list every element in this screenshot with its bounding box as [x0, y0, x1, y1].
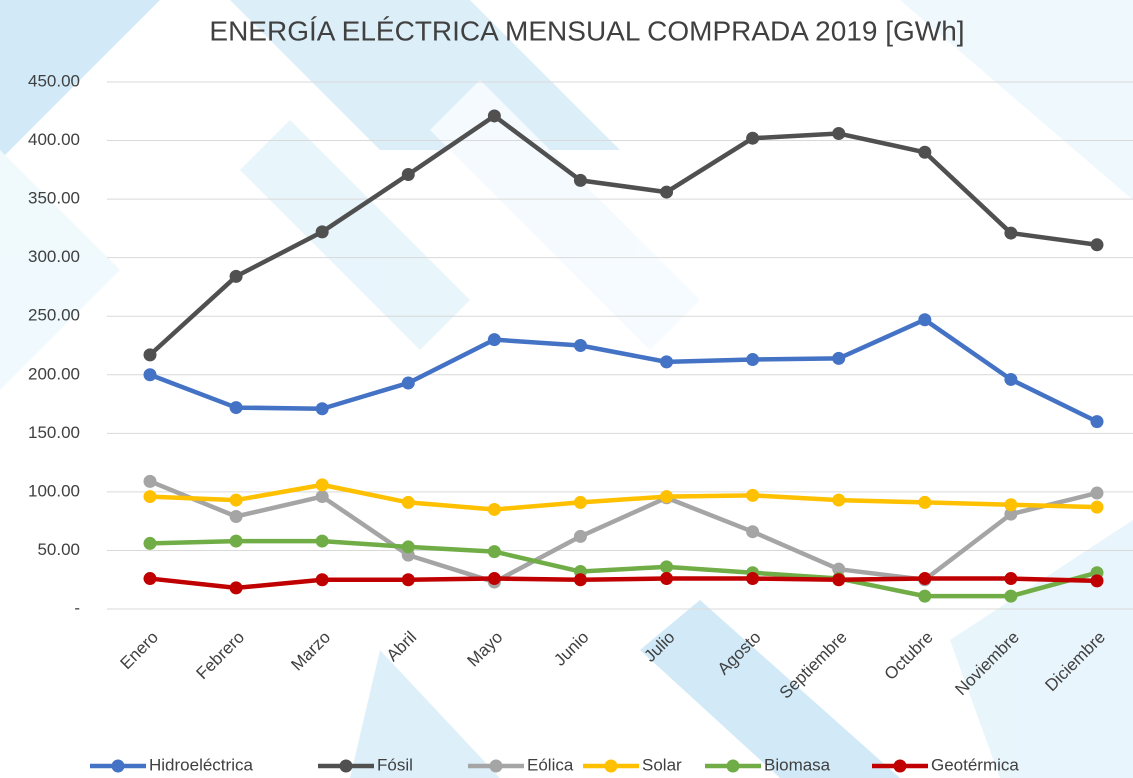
data-point: [230, 510, 243, 523]
data-point: [316, 225, 329, 238]
data-point: [488, 109, 501, 122]
data-point: [746, 353, 759, 366]
data-point: [660, 355, 673, 368]
series-line: [150, 541, 1097, 596]
chart: ENERGÍA ELÉCTRICA MENSUAL COMPRADA 2019 …: [0, 0, 1133, 778]
data-point: [230, 270, 243, 283]
data-point: [402, 573, 415, 586]
data-point: [746, 525, 759, 538]
data-point: [1091, 238, 1104, 251]
legend-label: Geotérmica: [931, 755, 1019, 774]
data-point: [230, 401, 243, 414]
x-tick-label: Octubre: [881, 628, 937, 684]
data-point: [574, 573, 587, 586]
data-point: [660, 572, 673, 585]
data-point: [574, 339, 587, 352]
y-tick-label: 350.00: [28, 189, 80, 208]
legend-marker: [112, 760, 125, 773]
data-point: [316, 535, 329, 548]
data-point: [832, 494, 845, 507]
x-tick-label: Mayo: [464, 628, 507, 671]
data-point: [402, 168, 415, 181]
legend-marker: [727, 760, 740, 773]
data-point: [918, 496, 931, 509]
legend-label: Fósil: [377, 755, 413, 774]
data-point: [230, 581, 243, 594]
x-tick-label: Septiembre: [776, 628, 851, 703]
data-point: [1004, 227, 1017, 240]
data-point: [1004, 590, 1017, 603]
data-point: [832, 127, 845, 140]
data-point: [1091, 501, 1104, 514]
legend-marker: [340, 760, 353, 773]
data-point: [574, 530, 587, 543]
x-tick-label: Febrero: [193, 628, 249, 684]
y-tick-label: 200.00: [28, 364, 80, 383]
data-point: [488, 503, 501, 516]
data-point: [144, 368, 157, 381]
data-point: [574, 496, 587, 509]
data-point: [402, 496, 415, 509]
data-point: [316, 478, 329, 491]
data-point: [1004, 373, 1017, 386]
data-point: [488, 572, 501, 585]
data-point: [316, 573, 329, 586]
data-point: [832, 352, 845, 365]
data-point: [918, 146, 931, 159]
data-point: [918, 572, 931, 585]
y-tick-label: 50.00: [37, 540, 80, 559]
data-point: [144, 475, 157, 488]
y-tick-label: 450.00: [28, 71, 80, 90]
data-point: [230, 494, 243, 507]
legend-label: Eólica: [527, 755, 574, 774]
data-point: [746, 572, 759, 585]
data-point: [144, 490, 157, 503]
y-tick-label: 150.00: [28, 423, 80, 442]
legend-label: Solar: [642, 755, 682, 774]
data-point: [746, 132, 759, 145]
data-point: [746, 489, 759, 502]
data-point: [1091, 487, 1104, 500]
chart-title: ENERGÍA ELÉCTRICA MENSUAL COMPRADA 2019 …: [209, 15, 964, 46]
data-point: [832, 573, 845, 586]
y-tick-label: -: [74, 598, 80, 617]
data-point: [144, 348, 157, 361]
x-tick-label: Enero: [116, 628, 162, 674]
data-point: [918, 590, 931, 603]
data-point: [488, 333, 501, 346]
legend-label: Biomasa: [764, 755, 831, 774]
y-tick-label: 250.00: [28, 306, 80, 325]
data-point: [230, 535, 243, 548]
data-point: [660, 560, 673, 573]
series-line: [150, 320, 1097, 422]
data-point: [918, 313, 931, 326]
legend-marker: [605, 760, 618, 773]
legend-marker: [894, 760, 907, 773]
data-point: [402, 540, 415, 553]
y-tick-label: 300.00: [28, 247, 80, 266]
legend-marker: [490, 760, 503, 773]
data-point: [144, 572, 157, 585]
data-point: [144, 537, 157, 550]
y-tick-label: 100.00: [28, 481, 80, 500]
data-point: [1091, 574, 1104, 587]
x-tick-label: Marzo: [287, 628, 334, 675]
legend-label: Hidroeléctrica: [149, 755, 253, 774]
data-point: [316, 402, 329, 415]
data-point: [316, 490, 329, 503]
data-point: [488, 545, 501, 558]
data-point: [660, 490, 673, 503]
data-point: [402, 376, 415, 389]
x-tick-label: Junio: [550, 628, 592, 670]
data-point: [1004, 498, 1017, 511]
data-point: [660, 186, 673, 199]
y-tick-label: 400.00: [28, 130, 80, 149]
data-point: [574, 174, 587, 187]
series-line: [150, 579, 1097, 588]
data-point: [1091, 415, 1104, 428]
data-point: [1004, 572, 1017, 585]
